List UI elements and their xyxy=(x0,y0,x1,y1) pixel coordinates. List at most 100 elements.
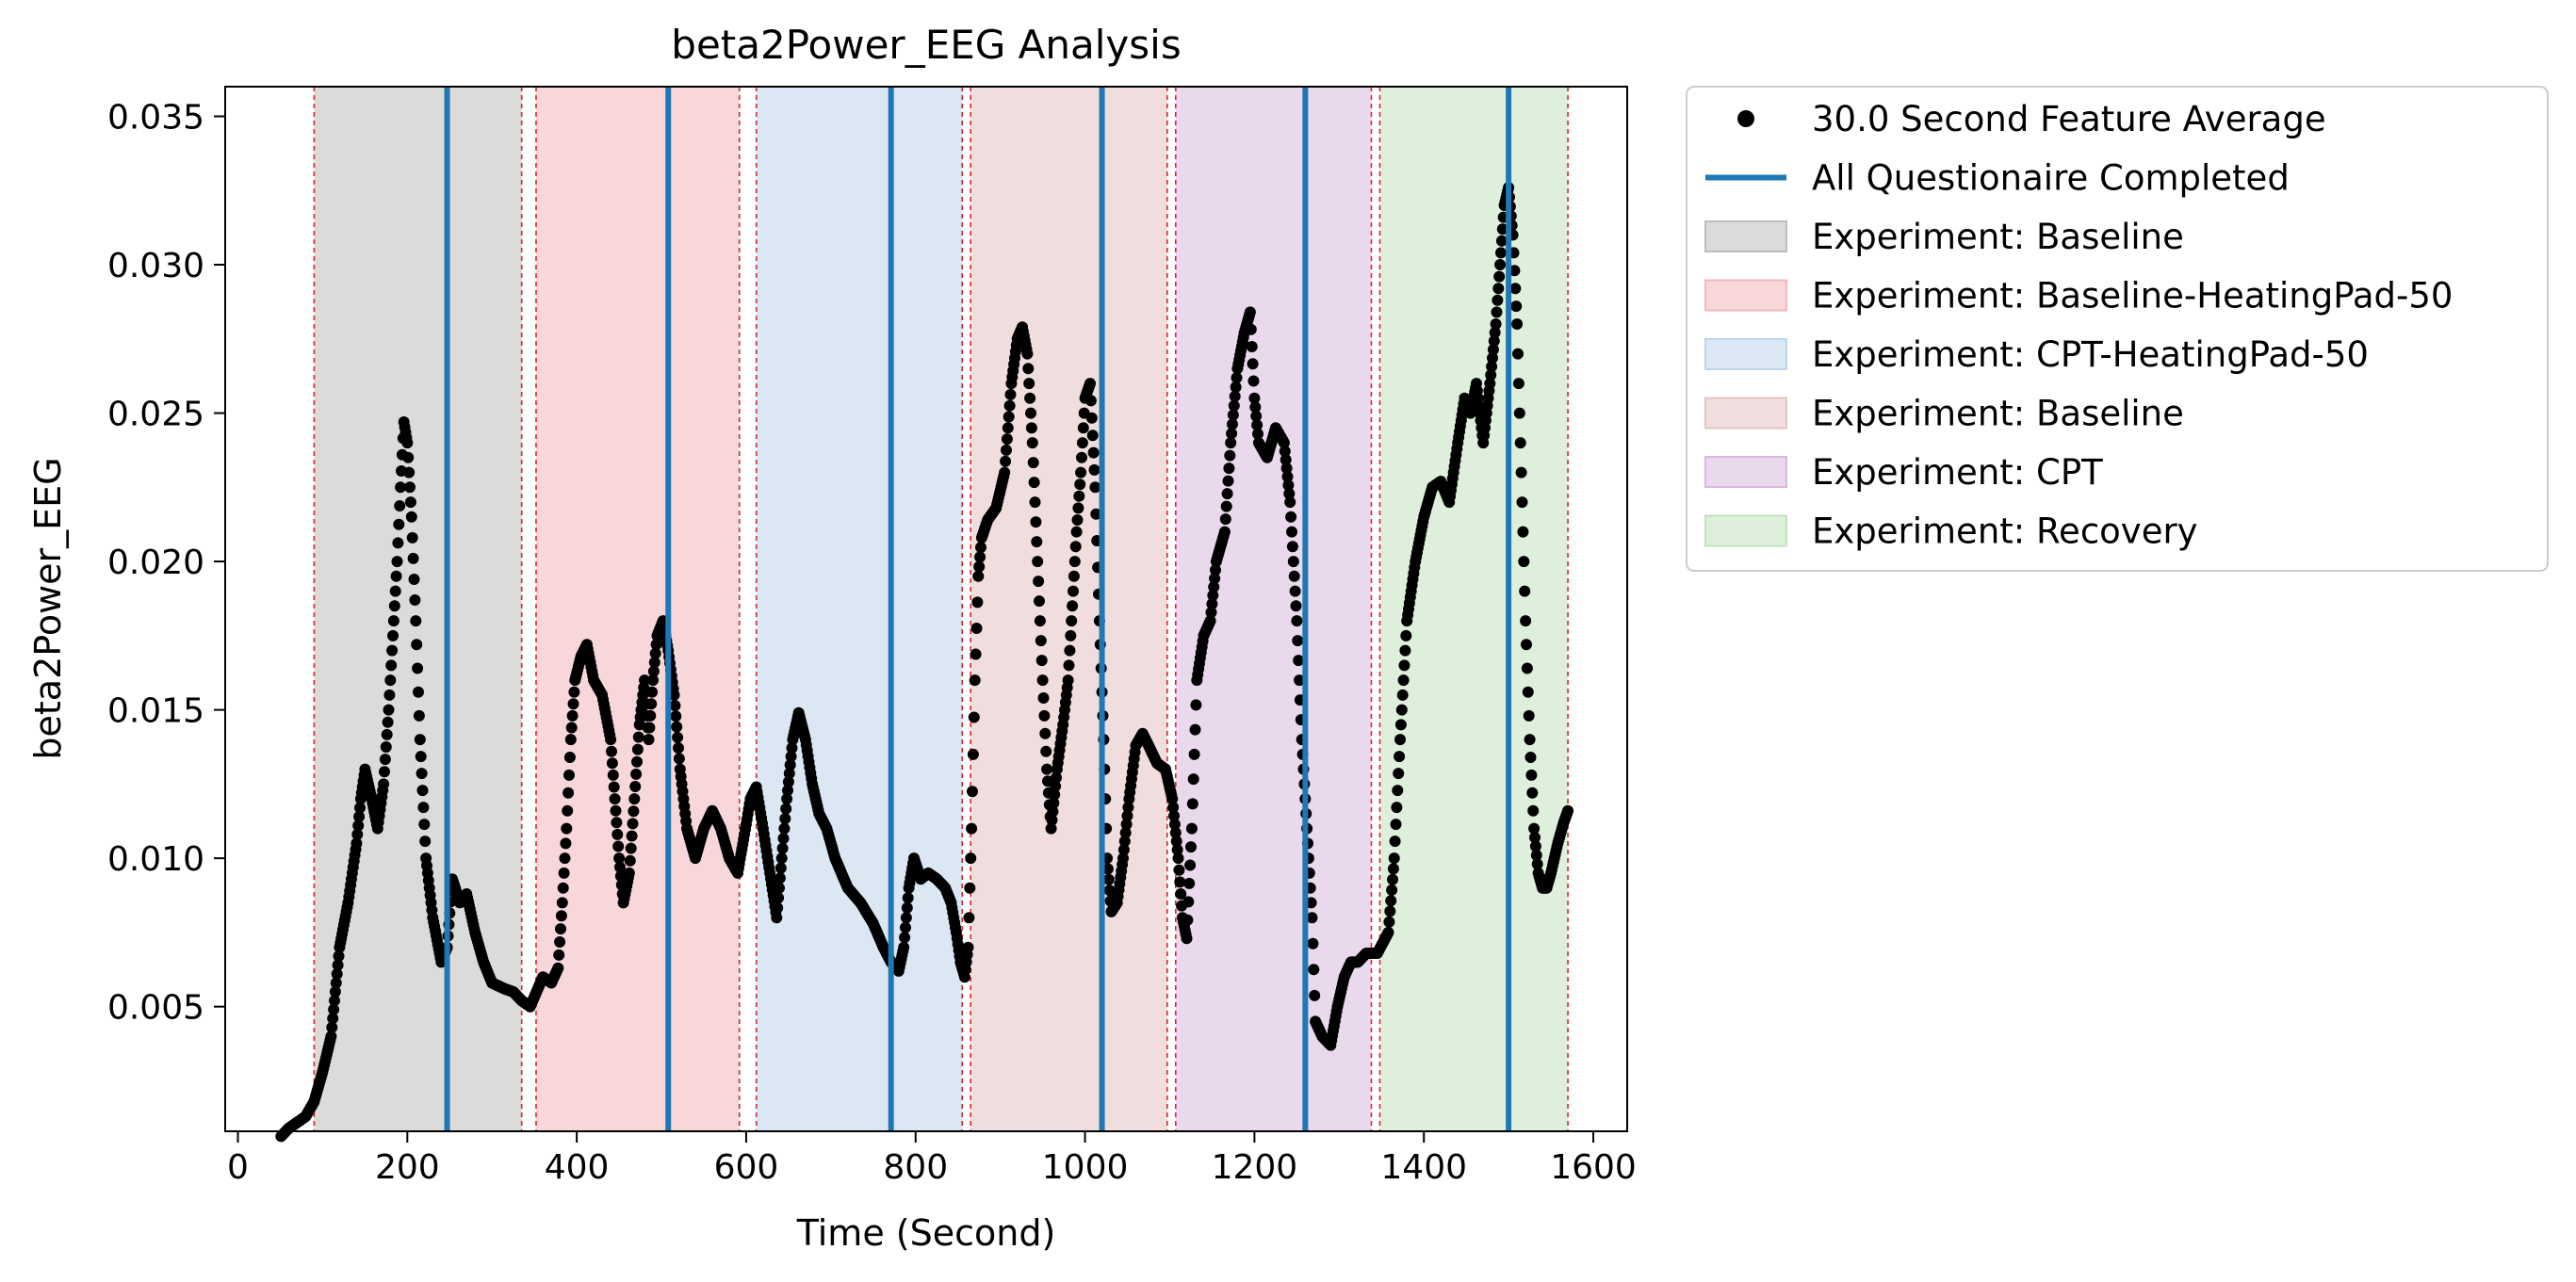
data-point-1477 xyxy=(1526,787,1539,799)
data-point-63 xyxy=(329,995,340,1007)
data-point-330 xyxy=(555,923,566,935)
data-point-1126 xyxy=(1229,390,1241,402)
data-point-811 xyxy=(962,941,974,953)
data-point-1072 xyxy=(1183,877,1196,889)
x-tick-label-0: 0 xyxy=(227,1148,249,1187)
data-point-440 xyxy=(647,665,660,677)
data-point-1054 xyxy=(1168,810,1180,822)
data-point-394 xyxy=(609,793,621,805)
data-point-1198 xyxy=(1290,600,1302,612)
data-point-1071 xyxy=(1182,896,1195,908)
data-point-1471 xyxy=(1521,662,1533,674)
data-point-591 xyxy=(775,852,788,865)
data-point-398 xyxy=(612,840,625,852)
data-point-1119 xyxy=(1223,462,1235,475)
legend-patch-swatch xyxy=(1704,397,1787,430)
questionnaire-completed-lines xyxy=(444,87,1512,1131)
data-point-933 xyxy=(1066,615,1078,627)
data-point-1189 xyxy=(1282,479,1295,492)
data-point-736 xyxy=(899,932,911,944)
data-point-1060 xyxy=(1173,864,1185,876)
data-point-1481 xyxy=(1529,840,1541,852)
data-point-589 xyxy=(774,872,786,884)
data-point-1191 xyxy=(1284,496,1296,509)
x-tick-label-6: 1200 xyxy=(1212,1148,1298,1187)
data-point-140 xyxy=(394,500,406,511)
y-tick-label-0: 0.005 xyxy=(107,989,204,1028)
data-point-1147 xyxy=(1247,358,1259,370)
data-point-1197 xyxy=(1289,585,1301,597)
data-point-337 xyxy=(561,822,573,835)
data-point-593 xyxy=(777,833,790,845)
data-point-332 xyxy=(556,897,568,909)
data-point-997 xyxy=(1119,827,1132,839)
data-point-1116 xyxy=(1220,500,1232,512)
legend-patch-swatch xyxy=(1704,338,1787,370)
data-point-944 xyxy=(1075,466,1087,479)
data-point-165 xyxy=(415,751,427,763)
data-point-1325 xyxy=(1397,674,1410,687)
data-point-441 xyxy=(648,657,660,669)
data-point-856 xyxy=(1001,444,1012,456)
data-point-596 xyxy=(780,803,792,815)
data-point-93 xyxy=(354,802,366,814)
legend-label: Experiment: Baseline-HeatingPad-50 xyxy=(1812,276,2453,316)
data-point-66 xyxy=(331,968,343,980)
legend-label: Experiment: CPT xyxy=(1812,452,2103,493)
data-point-138 xyxy=(392,537,404,549)
data-point-914 xyxy=(1050,780,1062,792)
data-point-1149 xyxy=(1248,392,1261,404)
segment-band-2 xyxy=(756,87,963,1131)
legend-patch-swatch xyxy=(1704,514,1787,547)
y-tick-label-4: 0.025 xyxy=(107,396,204,434)
data-point-1100 xyxy=(1207,590,1219,602)
data-point-1057 xyxy=(1170,836,1182,848)
data-point-90 xyxy=(351,828,364,840)
data-point-911 xyxy=(1047,805,1059,818)
data-point-1124 xyxy=(1227,409,1239,421)
data-point-333 xyxy=(557,882,569,894)
data-point-941 xyxy=(1072,502,1084,514)
x-tick-label-7: 1400 xyxy=(1380,1148,1467,1187)
data-point-889 xyxy=(1028,477,1040,489)
data-point-910 xyxy=(1046,814,1058,826)
data-point-1326 xyxy=(1398,659,1410,672)
data-point-1457 xyxy=(1509,283,1522,295)
data-point-135 xyxy=(389,585,401,597)
legend-item-4: Experiment: CPT-HeatingPad-50 xyxy=(1704,334,2369,375)
data-point-896 xyxy=(1034,615,1046,627)
data-point-127 xyxy=(383,704,395,716)
data-point-978 xyxy=(1103,884,1116,897)
data-point-1427 xyxy=(1484,378,1496,390)
data-point-1461 xyxy=(1512,378,1524,390)
data-point-1472 xyxy=(1522,686,1534,698)
data-point-814 xyxy=(965,852,977,865)
data-point-1437 xyxy=(1492,283,1505,295)
data-point-1312 xyxy=(1387,873,1398,885)
data-point-1432 xyxy=(1488,335,1500,347)
data-point-1192 xyxy=(1285,511,1297,523)
y-axis-ticks: 0.005 0.010 0.015 0.020 0.025 0.030 0.035 xyxy=(107,99,225,1028)
data-point-1318 xyxy=(1392,785,1404,797)
data-point-1074 xyxy=(1185,841,1197,853)
x-axis-label: Time (Second) xyxy=(796,1212,1056,1254)
data-point-170 xyxy=(419,836,432,848)
data-point-89 xyxy=(351,837,363,850)
data-point-1439 xyxy=(1494,259,1507,270)
data-point-819 xyxy=(969,674,981,687)
data-point-121 xyxy=(378,778,390,790)
data-point-955 xyxy=(1084,378,1096,390)
data-point-1188 xyxy=(1281,471,1294,483)
data-point-817 xyxy=(967,748,979,760)
data-point-133 xyxy=(387,615,399,627)
data-point-940 xyxy=(1071,514,1084,526)
y-tick-label-3: 0.020 xyxy=(107,544,204,582)
data-point-1474 xyxy=(1524,734,1536,746)
data-point-167 xyxy=(416,785,429,797)
x-axis-ticks: 0 200 400 600 800 1000 1200 1400 1600 xyxy=(227,1131,1637,1187)
data-point-469 xyxy=(673,742,684,755)
data-point-962 xyxy=(1090,508,1102,520)
x-tick-label-3: 600 xyxy=(714,1148,779,1187)
data-point-1429 xyxy=(1486,361,1498,373)
